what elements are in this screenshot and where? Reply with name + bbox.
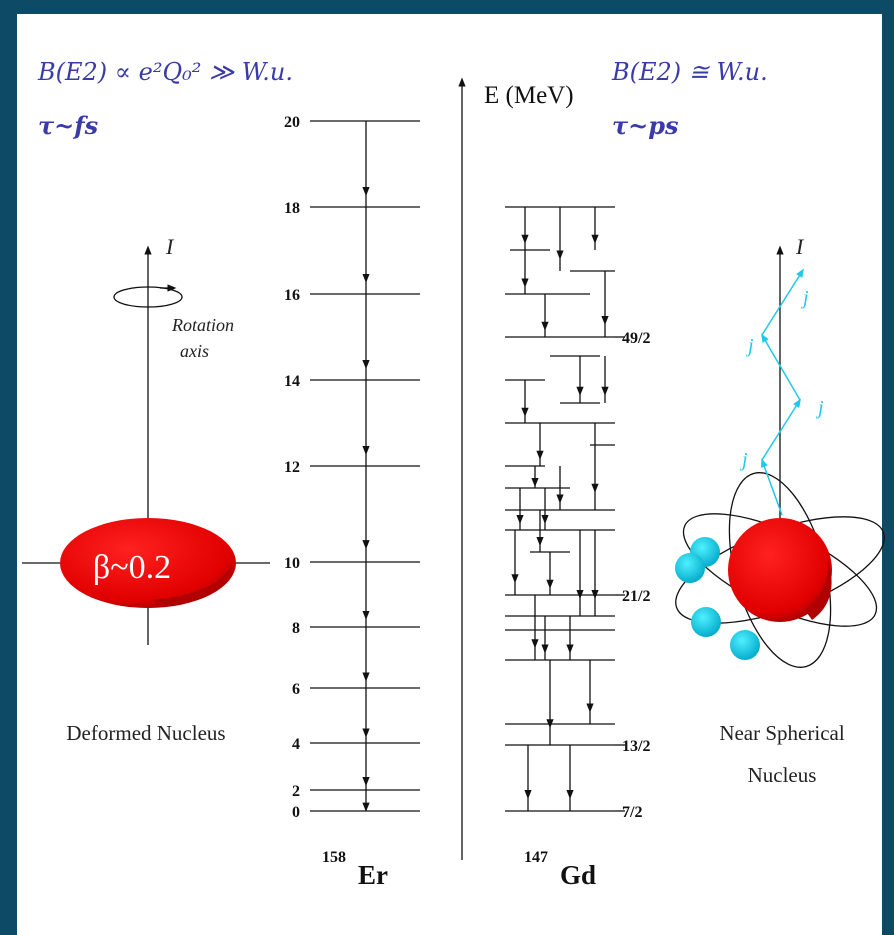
mass-number: 147	[524, 849, 548, 866]
level-label: 2	[292, 783, 300, 800]
level-label: 49/2	[622, 330, 650, 347]
axis-label: E (MeV)	[484, 82, 574, 109]
spherical-nucleus	[663, 250, 894, 678]
level-label: 18	[284, 200, 300, 217]
level-label: 16	[284, 287, 300, 304]
frame	[0, 0, 894, 14]
level-label: 10	[284, 555, 300, 572]
level-label: 12	[284, 459, 300, 476]
level-label: 8	[292, 620, 300, 637]
formula: B(E2) ∝ e²Q₀² ≫ W.u.	[37, 58, 293, 86]
caption: Nucleus	[748, 763, 817, 787]
formula: B(E2) ≅ W.u.	[611, 58, 768, 86]
j-label: j	[739, 449, 748, 471]
level-label: 20	[284, 114, 300, 131]
level-label: 4	[292, 736, 300, 753]
level-label: 13/2	[622, 738, 650, 755]
rotation-label: axis	[180, 341, 209, 361]
level-label: 14	[284, 373, 300, 390]
j-label: j	[745, 335, 754, 357]
level-label: 0	[292, 804, 300, 821]
level-label: 21/2	[622, 588, 650, 605]
caption: Near Spherical	[719, 721, 845, 745]
spin-label: I	[795, 234, 805, 259]
element: Er	[358, 860, 388, 890]
element: Gd	[560, 860, 596, 890]
caption: Deformed Nucleus	[66, 721, 225, 745]
lifetime: τ~ps	[612, 111, 679, 140]
lifetime: τ~fs	[38, 111, 99, 140]
mass-number: 158	[322, 849, 346, 866]
j-label: j	[815, 397, 824, 419]
frame	[882, 0, 894, 935]
level-label: 6	[292, 681, 300, 698]
deformation-label: β~0.2	[93, 549, 171, 586]
slide: B(E2) ∝ e²Q₀² ≫ W.u. τ~fs B(E2) ≅ W.u. τ…	[0, 0, 894, 935]
j-label: j	[800, 287, 809, 309]
frame	[0, 0, 17, 935]
spin-label: I	[165, 234, 175, 259]
level-label: 7/2	[622, 804, 642, 821]
rotation-label: Rotation	[171, 315, 234, 335]
